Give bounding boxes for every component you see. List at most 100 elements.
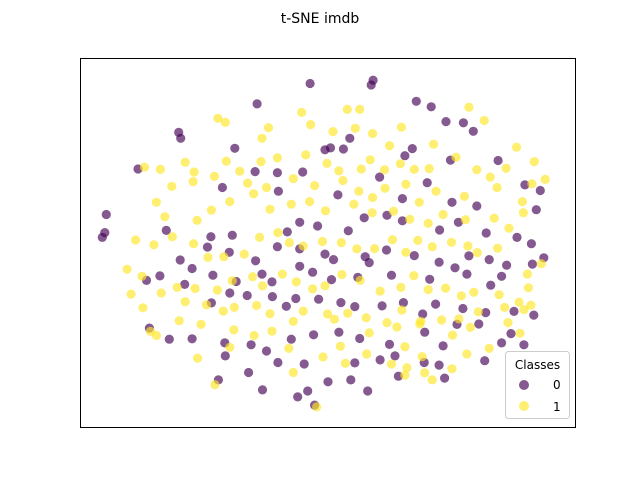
scatter-point-class-1 bbox=[267, 326, 277, 336]
scatter-point-class-1 bbox=[206, 205, 216, 215]
scatter-point-class-1 bbox=[249, 189, 259, 199]
scatter-point-class-0 bbox=[384, 339, 395, 349]
scatter-point-class-1 bbox=[249, 330, 259, 341]
scatter-point-class-0 bbox=[281, 301, 291, 311]
scatter-point-class-1 bbox=[504, 223, 514, 233]
scatter-point-class-1 bbox=[219, 252, 229, 262]
scatter-point-class-1 bbox=[126, 289, 136, 299]
scatter-point-class-1 bbox=[243, 178, 253, 188]
scatter-point-class-1 bbox=[122, 264, 132, 274]
scatter-point-class-0 bbox=[282, 227, 292, 237]
scatter-point-class-0 bbox=[400, 151, 410, 161]
scatter-point-class-1 bbox=[465, 322, 475, 332]
scatter-point-class-0 bbox=[244, 367, 254, 378]
scatter-point-class-0 bbox=[497, 338, 507, 348]
scatter-point-class-1 bbox=[429, 139, 439, 149]
scatter-point-class-0 bbox=[486, 280, 496, 290]
scatter-point-class-0 bbox=[458, 303, 468, 314]
scatter-point-class-1 bbox=[218, 306, 228, 316]
scatter-point-class-1 bbox=[522, 269, 533, 279]
scatter-point-class-1 bbox=[151, 197, 161, 207]
scatter-point-class-1 bbox=[447, 364, 457, 374]
scatter-point-class-1 bbox=[464, 102, 474, 112]
scatter-point-class-1 bbox=[273, 228, 283, 238]
scatter-point-class-0 bbox=[326, 275, 337, 285]
scatter-point-class-0 bbox=[480, 356, 490, 366]
scatter-point-class-1 bbox=[349, 199, 359, 209]
scatter-point-class-1 bbox=[459, 191, 469, 201]
scatter-point-class-1 bbox=[284, 238, 294, 248]
scatter-point-class-1 bbox=[469, 287, 479, 297]
scatter-point-class-0 bbox=[434, 360, 444, 370]
scatter-point-class-1 bbox=[396, 122, 406, 132]
scatter-point-class-1 bbox=[320, 206, 331, 216]
scatter-point-class-1 bbox=[355, 275, 365, 285]
scatter-point-class-1 bbox=[397, 305, 407, 315]
scatter-point-class-1 bbox=[203, 252, 213, 262]
scatter-point-class-1 bbox=[463, 241, 473, 251]
scatter-point-class-0 bbox=[206, 232, 216, 242]
scatter-point-class-1 bbox=[517, 197, 528, 207]
scatter-point-class-1 bbox=[265, 309, 275, 319]
legend: Classes 0 1 bbox=[505, 351, 570, 419]
scatter-point-class-0 bbox=[176, 133, 186, 143]
scatter-point-class-0 bbox=[531, 205, 541, 215]
scatter-point-class-0 bbox=[363, 386, 373, 396]
scatter-point-class-1 bbox=[519, 305, 529, 315]
scatter-point-class-1 bbox=[318, 352, 328, 362]
scatter-point-class-0 bbox=[242, 290, 252, 301]
scatter-point-class-0 bbox=[217, 182, 227, 193]
scatter-point-class-0 bbox=[527, 259, 538, 269]
scatter-point-class-1 bbox=[441, 283, 451, 293]
scatter-point-class-1 bbox=[235, 166, 245, 176]
scatter-point-class-1 bbox=[277, 269, 287, 279]
scatter-point-class-1 bbox=[261, 182, 272, 193]
scatter-point-class-0 bbox=[464, 251, 474, 261]
scatter-point-class-1 bbox=[400, 370, 410, 380]
scatter-point-class-1 bbox=[201, 300, 212, 310]
scatter-point-class-1 bbox=[138, 303, 148, 313]
scatter-point-class-1 bbox=[284, 343, 294, 353]
scatter-point-class-1 bbox=[352, 244, 362, 254]
scatter-point-class-1 bbox=[189, 239, 199, 249]
scatter-point-class-1 bbox=[526, 300, 536, 310]
scatter-point-class-0 bbox=[411, 96, 421, 106]
scatter-point-class-1 bbox=[257, 133, 267, 143]
scatter-point-class-1 bbox=[306, 120, 316, 130]
scatter-point-class-0 bbox=[509, 306, 519, 316]
scatter-point-class-1 bbox=[149, 240, 159, 250]
scatter-point-class-1 bbox=[229, 325, 239, 335]
scatter-point-class-1 bbox=[540, 174, 550, 184]
scatter-point-class-1 bbox=[355, 104, 365, 114]
scatter-point-class-0 bbox=[420, 327, 430, 337]
scatter-point-class-1 bbox=[297, 107, 307, 117]
scatter-point-class-1 bbox=[437, 315, 447, 325]
scatter-point-class-1 bbox=[225, 197, 235, 207]
legend-label-class-0: 0 bbox=[553, 378, 561, 392]
scatter-point-class-1 bbox=[364, 328, 374, 338]
scatter-point-class-0 bbox=[175, 255, 185, 265]
scatter-point-class-1 bbox=[494, 290, 504, 300]
scatter-point-class-1 bbox=[335, 341, 345, 351]
scatter-point-class-0 bbox=[291, 293, 301, 304]
scatter-point-class-1 bbox=[400, 342, 410, 352]
scatter-point-class-1 bbox=[338, 175, 348, 186]
scatter-point-class-1 bbox=[189, 167, 199, 177]
scatter-point-class-1 bbox=[473, 307, 483, 317]
scatter-point-class-0 bbox=[441, 117, 451, 127]
scatter-point-class-1 bbox=[446, 237, 457, 247]
scatter-point-class-1 bbox=[462, 349, 472, 359]
scatter-point-class-1 bbox=[180, 157, 190, 167]
scatter-point-class-1 bbox=[472, 165, 482, 175]
scatter-point-class-0 bbox=[447, 197, 457, 207]
scatter-point-class-1 bbox=[423, 285, 433, 295]
scatter-point-class-1 bbox=[256, 157, 266, 167]
scatter-point-class-1 bbox=[320, 281, 330, 291]
scatter-point-class-1 bbox=[221, 156, 231, 166]
scatter-point-class-0 bbox=[298, 167, 308, 177]
scatter-point-class-1 bbox=[334, 166, 344, 176]
scatter-point-class-1 bbox=[225, 342, 235, 352]
scatter-point-class-1 bbox=[417, 352, 427, 362]
scatter-point-class-1 bbox=[322, 158, 332, 168]
scatter-point-class-0 bbox=[484, 255, 494, 265]
